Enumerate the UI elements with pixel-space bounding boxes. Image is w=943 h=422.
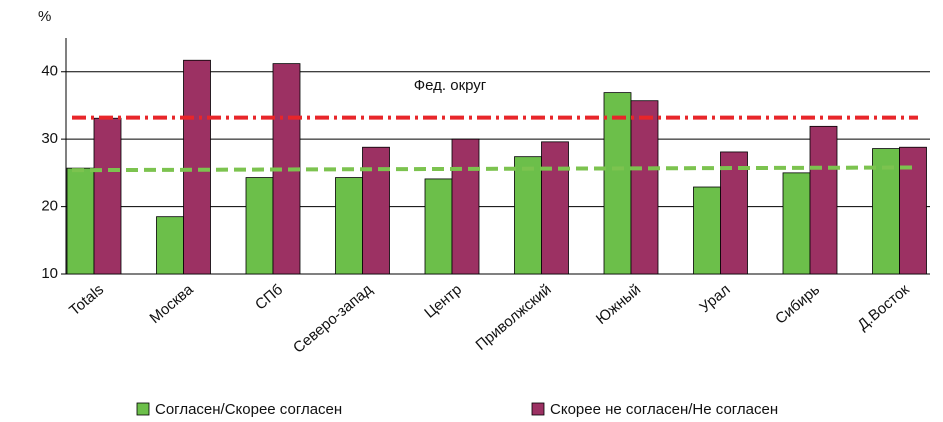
x-tick-label: Урал — [696, 281, 733, 316]
bar — [245, 177, 274, 275]
bar — [66, 167, 95, 275]
bar — [93, 117, 122, 275]
bar — [809, 125, 838, 275]
bar — [183, 59, 211, 275]
legend-label: Согласен/Скорее согласен — [155, 401, 342, 418]
bar — [720, 151, 748, 275]
x-tick-label: Москва — [146, 281, 197, 327]
x-tick-label: Южный — [593, 281, 644, 328]
bar — [782, 172, 811, 275]
bar — [630, 100, 659, 275]
legend-swatch — [136, 402, 150, 416]
bar — [362, 146, 390, 275]
x-tick-label: Сибирь — [772, 281, 823, 328]
annotation: Фед. округ — [414, 77, 487, 94]
bar — [603, 92, 632, 275]
bar — [451, 138, 480, 275]
legend-label: Скорее не согласен/Не согласен — [550, 401, 778, 418]
legend-swatch — [531, 402, 545, 416]
x-tick-label: Приволжский — [473, 281, 555, 354]
bar — [424, 178, 453, 275]
bar — [335, 177, 363, 275]
y-tick-label: 10 — [41, 265, 58, 282]
reference-line — [71, 165, 919, 173]
x-tick-label: Totals — [66, 281, 107, 319]
x-tick-label: СПб — [252, 281, 286, 313]
bar — [156, 216, 184, 275]
bar — [541, 141, 569, 275]
x-tick-label: Северо-запад — [290, 281, 376, 357]
y-tick-label: 40 — [41, 63, 58, 80]
bar — [693, 186, 721, 275]
bar — [514, 156, 542, 275]
x-tick-label: Центр — [421, 281, 465, 322]
y-tick-label: 30 — [41, 130, 58, 147]
x-tick-label: Д.Восток — [854, 281, 913, 334]
y-axis-label: % — [38, 8, 51, 25]
y-tick-label: 20 — [41, 198, 58, 215]
